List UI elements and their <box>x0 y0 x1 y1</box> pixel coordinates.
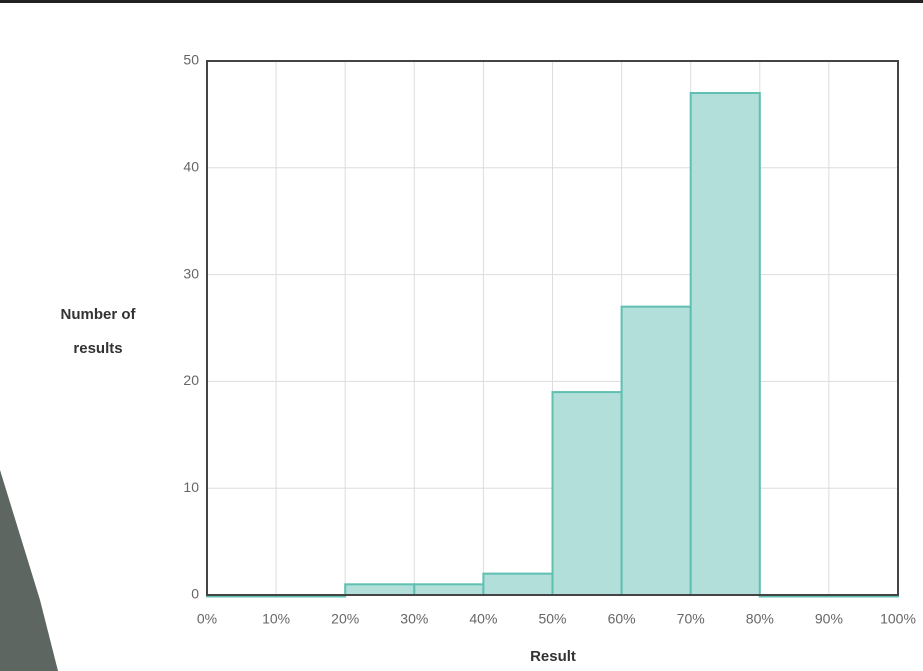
y-tick-label: 10 <box>183 479 199 495</box>
x-tick-label: 90% <box>815 611 843 627</box>
y-axis-label: Number of results <box>60 306 136 357</box>
y-tick-label: 50 <box>183 52 199 68</box>
x-tick-label: 10% <box>262 611 290 627</box>
x-axis-label: Result <box>530 648 576 665</box>
bar <box>620 305 692 596</box>
bar <box>482 572 554 597</box>
bar <box>689 92 761 596</box>
x-tick-label: 70% <box>677 611 705 627</box>
x-tick-label: 20% <box>331 611 359 627</box>
y-tick-label: 20 <box>183 372 199 388</box>
top-bar <box>0 0 923 3</box>
y-tick-label: 0 <box>191 586 199 602</box>
bar <box>551 391 623 596</box>
y-tick-label: 40 <box>183 159 199 175</box>
x-tick-label: 0% <box>197 611 217 627</box>
x-tick-label: 60% <box>608 611 636 627</box>
y-tick-label: 30 <box>183 265 199 281</box>
x-tick-label: 80% <box>746 611 774 627</box>
plot-frame <box>206 60 899 596</box>
x-tick-label: 30% <box>400 611 428 627</box>
background-photo <box>0 470 58 671</box>
x-tick-label: 100% <box>880 611 916 627</box>
bar <box>344 583 416 597</box>
bar <box>413 583 485 597</box>
x-tick-label: 40% <box>469 611 497 627</box>
x-tick-label: 50% <box>538 611 566 627</box>
